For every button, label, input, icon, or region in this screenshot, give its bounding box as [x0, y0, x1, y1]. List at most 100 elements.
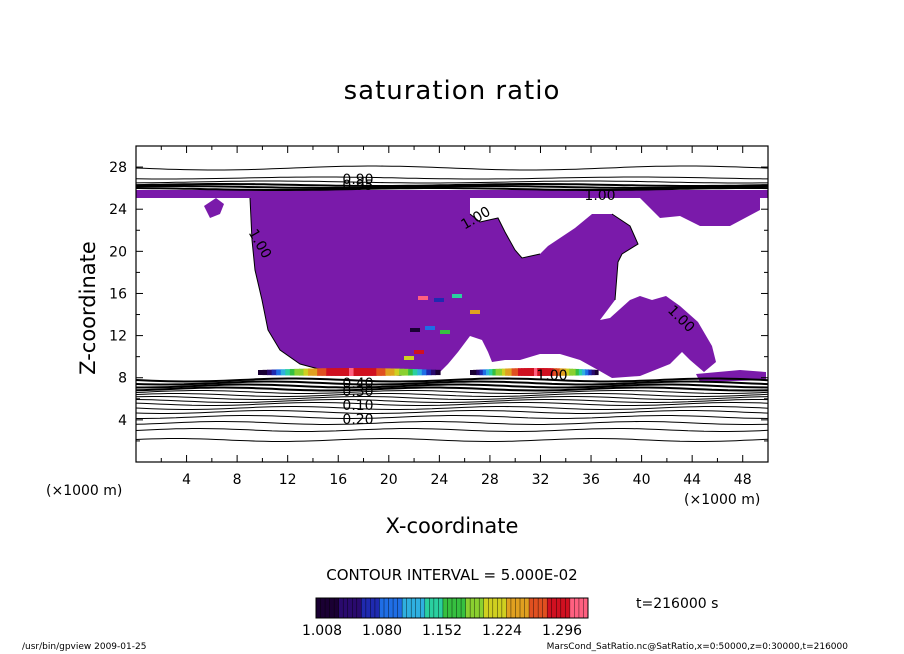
plot-frame [135, 145, 769, 463]
colorbar-tick-label: 1.008 [302, 623, 342, 639]
band-cell [430, 369, 437, 376]
contour-line-upper [136, 185, 768, 189]
band-cell [550, 368, 554, 376]
band-cell [588, 369, 593, 376]
band-cell [575, 368, 580, 376]
band-cell [339, 368, 346, 376]
band-cell [408, 368, 414, 376]
band-cell [476, 369, 481, 376]
colorbar-cell [492, 598, 498, 618]
colorbar-cell [442, 598, 448, 618]
colorbar-cell [533, 598, 539, 618]
contour-line-lower [136, 383, 768, 389]
colorbar-tick-label: 1.152 [422, 623, 462, 639]
colorbar-cell [461, 598, 466, 618]
band-cell [530, 368, 535, 376]
band-cell [412, 369, 418, 376]
contour-line-lower [136, 421, 768, 425]
contour-label: 0.90 [342, 172, 373, 188]
band-cell [562, 368, 567, 376]
y-axis-label: Z-coordinate [76, 241, 100, 375]
colorbar-cell [447, 598, 453, 618]
x-unit-label-right: (×1000 m) [684, 492, 761, 508]
band-cell [527, 368, 532, 376]
band-cell [569, 368, 573, 376]
contour-label: 0.40 [342, 376, 373, 392]
x-tick-label: 48 [734, 472, 752, 488]
x-tick-label: 20 [380, 472, 398, 488]
colorbar-cell [329, 598, 335, 618]
band-cell [498, 368, 503, 376]
band-cell [482, 369, 487, 376]
colorbar-cell [456, 598, 462, 618]
band-cell [280, 369, 286, 376]
band-cell [362, 368, 368, 376]
colorbar-cell [470, 598, 476, 618]
band-cell [521, 368, 525, 376]
band-cell [380, 368, 386, 376]
colorbar-cell [429, 598, 435, 618]
colorbar-cell [578, 598, 584, 618]
band-cell [553, 368, 557, 376]
band-cell [376, 368, 382, 376]
band-cell [486, 369, 490, 376]
band-cell [435, 369, 441, 376]
colorbar-cell [510, 598, 516, 618]
colorbar-cell [479, 598, 485, 618]
band-cell [344, 368, 350, 376]
x-tick-label: 40 [633, 472, 651, 488]
contour-line-upper [136, 180, 768, 184]
contour-interval-label: CONTOUR INTERVAL = 5.000E-02 [326, 566, 578, 584]
y-tick-label: 4 [118, 413, 127, 429]
colorbar-cell [402, 598, 408, 618]
x-axis-label: X-coordinate [385, 514, 519, 538]
contour-line-upper [136, 165, 768, 171]
colorbar-tick-label: 1.296 [542, 623, 582, 639]
band-cell [508, 368, 513, 376]
contour-line-upper [136, 183, 768, 187]
x-tick-label: 44 [683, 472, 701, 488]
contour-label: 0.95 [342, 178, 373, 194]
speckle [425, 326, 435, 330]
band-cell [267, 369, 273, 376]
colorbar-tick-label: 1.080 [362, 623, 402, 639]
colorbar-cell [347, 598, 353, 618]
x-unit-label-left: (×1000 m) [46, 483, 123, 499]
colorbar-cell [474, 598, 480, 618]
band-cell [389, 368, 396, 376]
speckle [404, 356, 414, 360]
band-cell [505, 368, 509, 376]
band-cell [502, 368, 506, 376]
band-cell [399, 368, 405, 376]
contour-line-lower [136, 386, 768, 392]
colorbar-frame [315, 597, 589, 619]
band-cell [335, 368, 341, 376]
band-cell [495, 368, 500, 376]
speckle [434, 298, 444, 302]
band-cell [294, 368, 300, 376]
band-cell [546, 368, 551, 376]
cloud-patch-right [640, 196, 760, 226]
speckle [470, 310, 480, 314]
contour-labels: 0.100.200.300.400.900.951.001.001.001.00… [245, 172, 698, 428]
band-cell [524, 368, 529, 376]
band-cell [594, 369, 599, 376]
colorbar-cell [524, 598, 530, 618]
colorbar-cell [406, 598, 412, 618]
band-cell [537, 368, 541, 376]
band-cell [303, 368, 309, 376]
contour-line-lower [136, 410, 768, 414]
band-cell [421, 369, 427, 376]
colorbar-cell [583, 598, 589, 618]
colorbar-cell [415, 598, 421, 618]
saturated-region [136, 190, 768, 382]
contour-line-lower [136, 399, 768, 403]
band-cell [349, 368, 355, 376]
band-cell [321, 368, 327, 376]
band-cell [367, 368, 373, 376]
y-tick-label: 8 [118, 371, 127, 387]
colorbar-cell [334, 598, 340, 618]
colorbar-cell [388, 598, 394, 618]
